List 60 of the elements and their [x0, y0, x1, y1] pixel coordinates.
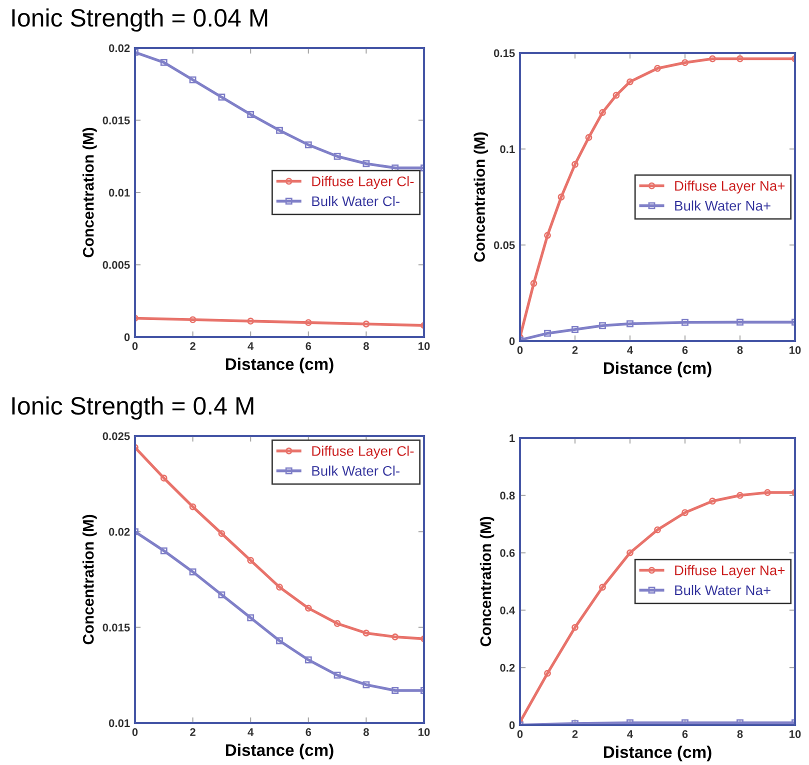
x-tick-label: 4	[627, 730, 634, 738]
x-tick-label: 2	[190, 342, 196, 350]
x-tick-label: 8	[737, 730, 743, 738]
x-tick-label: 8	[737, 346, 743, 354]
y-axis-title: Concentration (M)	[82, 514, 97, 644]
legend-label: Bulk Water Cl-	[312, 196, 400, 206]
x-tick-label: 0	[132, 728, 138, 736]
y-tick-label: 0.05	[494, 241, 515, 250]
x-tick-label: 6	[306, 342, 312, 350]
legend-label: Diffuse Layer Cl-	[312, 446, 414, 459]
y-tick-label: 0	[124, 333, 130, 342]
x-axis-title: Distance (cm)	[604, 746, 712, 762]
legend-label: Bulk Water Na+	[675, 584, 770, 596]
x-axis-title: Distance (cm)	[604, 362, 712, 378]
legend-label: Diffuse Layer Cl-	[312, 176, 414, 190]
y-tick-label: 0.005	[102, 261, 130, 269]
legend-label: Bulk Water Cl-	[312, 466, 400, 476]
x-tick-label: 10	[418, 728, 430, 736]
x-tick-label: 10	[790, 346, 801, 354]
x-tick-label: 10	[418, 342, 430, 350]
y-axis-title: Concentration (M)	[82, 128, 97, 258]
y-tick-label: 0.02	[108, 44, 130, 52]
x-tick-label: 0	[132, 342, 138, 350]
legend-label: Bulk Water Na+	[675, 200, 770, 211]
y-tick-label: 0.015	[102, 116, 130, 124]
y-tick-label: 0.15	[494, 49, 515, 58]
y-tick-label: 0.025	[102, 432, 130, 440]
y-tick-label: 0.015	[102, 624, 130, 632]
x-tick-label: 8	[363, 728, 369, 736]
y-tick-label: 0.1	[500, 145, 515, 154]
x-tick-label: 4	[248, 728, 254, 736]
x-tick-label: 8	[363, 342, 369, 350]
y-tick-label: 1	[510, 434, 515, 442]
x-tick-label: 10	[790, 730, 801, 738]
x-axis-title: Distance (cm)	[226, 358, 334, 374]
x-tick-label: 0	[517, 730, 523, 738]
legend-label: Diffuse Layer Na+	[675, 565, 785, 578]
y-tick-label: 0.4	[500, 606, 516, 614]
x-tick-label: 2	[572, 730, 578, 738]
legend-label: Diffuse Layer Na+	[675, 180, 785, 194]
y-axis-title: Concentration (M)	[474, 132, 488, 262]
y-tick-label: 0	[509, 721, 515, 730]
y-tick-label: 0.02	[108, 528, 130, 536]
x-tick-label: 4	[627, 346, 634, 354]
x-tick-label: 6	[682, 346, 688, 354]
x-tick-label: 0	[517, 346, 523, 354]
x-axis-title: Distance (cm)	[226, 744, 334, 760]
y-tick-label: 0.2	[500, 664, 515, 672]
y-tick-label: 0.6	[500, 549, 515, 557]
x-tick-label: 6	[682, 730, 688, 738]
x-tick-label: 2	[572, 346, 578, 354]
y-tick-label: 0.01	[108, 719, 130, 728]
y-axis-title: Concentration (M)	[480, 516, 494, 646]
chart-title: Ionic Strength = 0.04 M	[12, 8, 268, 32]
y-tick-label: 0.01	[108, 188, 130, 197]
x-tick-label: 6	[306, 728, 312, 736]
x-tick-label: 4	[248, 342, 254, 350]
chart-title: Ionic Strength = 0.4 M	[12, 396, 254, 420]
y-tick-label: 0.8	[500, 492, 515, 500]
x-tick-label: 2	[190, 728, 196, 736]
